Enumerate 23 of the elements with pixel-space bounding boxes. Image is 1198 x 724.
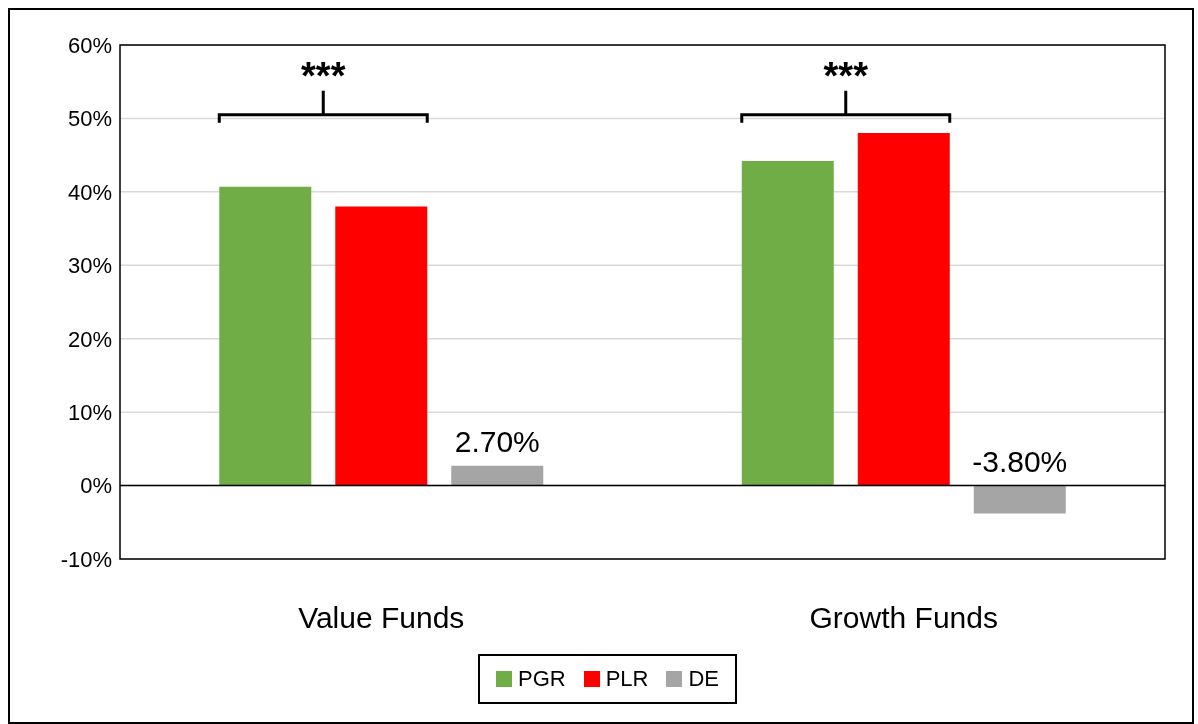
y-tick-label: 10%: [67, 399, 112, 425]
legend-label: PLR: [604, 666, 649, 692]
x-tick-label: Value Funds: [298, 601, 465, 635]
data-label: 2.70%: [454, 424, 540, 458]
y-tick-label: 0%: [80, 473, 112, 499]
annotation: ***: [301, 55, 346, 98]
data-label: -3.80%: [972, 444, 1068, 478]
bar: [451, 465, 544, 486]
bar: [857, 133, 950, 486]
annotation: ***: [823, 55, 869, 98]
x-tick-label: Growth Funds: [809, 601, 998, 635]
bar: [335, 206, 428, 486]
y-tick-label: 60%: [67, 32, 112, 58]
y-tick-label: 20%: [67, 326, 112, 352]
y-tick-label: 30%: [67, 253, 112, 279]
y-tick-label: 40%: [67, 179, 112, 205]
legend-label: DE: [687, 666, 720, 692]
y-tick-label: 50%: [67, 106, 112, 132]
legend-label: PGR: [516, 666, 566, 692]
bar: [973, 485, 1066, 514]
y-tick-label: -10%: [60, 546, 112, 572]
bar: [219, 186, 312, 486]
bar: [741, 161, 834, 486]
